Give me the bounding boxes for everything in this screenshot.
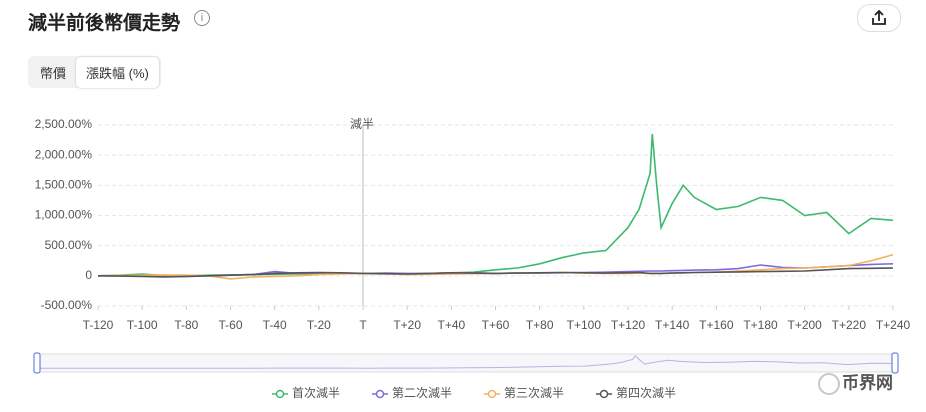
tab[interactable]: 漲跌幅 (%): [76, 56, 159, 88]
x-tick-label: T+40: [437, 318, 465, 332]
legend-label: 首次減半: [292, 385, 340, 400]
x-tick-label: T-60: [218, 318, 242, 332]
x-tick-label: T+60: [482, 318, 510, 332]
y-tick-label: 0: [85, 268, 92, 282]
x-tick-label: T+160: [699, 318, 734, 332]
y-tick-label: 2,000.00%: [35, 147, 93, 161]
legend-marker: [275, 389, 285, 399]
x-tick-label: T+140: [655, 318, 690, 332]
x-tick-label: T+220: [832, 318, 867, 332]
x-tick-label: T+200: [787, 318, 822, 332]
x-tick-label: T+240: [876, 318, 911, 332]
watermark-logo: [818, 373, 840, 395]
y-tick-label: 500.00%: [45, 238, 93, 252]
title: 減半前後幣價走勢: [28, 13, 181, 34]
navigator-line: [37, 355, 896, 369]
navigator-handle[interactable]: [33, 352, 41, 374]
navigator-handle[interactable]: [891, 352, 899, 374]
x-tick-label: T-120: [83, 318, 114, 332]
legend-item[interactable]: 第三次減半: [484, 385, 564, 400]
watermark: 币界网: [842, 373, 893, 392]
legend-label: 第二次減半: [392, 385, 452, 400]
legend-marker: [599, 389, 609, 399]
x-tick-label: T-20: [307, 318, 331, 332]
legend-marker: [375, 389, 385, 399]
navigator: [36, 353, 896, 373]
x-tick-label: T+120: [611, 318, 646, 332]
x-tick-label: T-100: [127, 318, 158, 332]
share-icon: [872, 9, 886, 25]
y-tick-label: 1,500.00%: [35, 178, 93, 192]
legend-label: 第四次減半: [616, 385, 676, 400]
tab[interactable]: 幣價: [40, 65, 67, 81]
x-tick-label: T+100: [567, 318, 602, 332]
x-tick-label: T+180: [743, 318, 778, 332]
x-tick-label: T+80: [526, 318, 554, 332]
y-tick-label: 2,500.00%: [35, 117, 93, 131]
x-tick-label: T+20: [393, 318, 421, 332]
legend-item[interactable]: 首次減半: [272, 385, 340, 400]
legend-item[interactable]: 第二次減半: [372, 385, 452, 400]
share-button[interactable]: [857, 4, 901, 32]
series-line: [97, 267, 894, 278]
legend-marker: [487, 389, 497, 399]
legend-label: 第三次減半: [504, 385, 564, 400]
x-tick-label: T-80: [174, 318, 198, 332]
halving-label: 減半: [350, 116, 374, 131]
x-tick-label: T-40: [263, 318, 287, 332]
legend-item[interactable]: 第四次減半: [596, 385, 676, 400]
y-tick-label: 1,000.00%: [35, 208, 93, 222]
x-tick-label: T: [359, 318, 367, 332]
tabs: 幣價 漲跌幅 (%): [28, 56, 161, 88]
info-icon[interactable]: i: [194, 10, 210, 26]
y-tick-label: -500.00%: [41, 298, 93, 312]
